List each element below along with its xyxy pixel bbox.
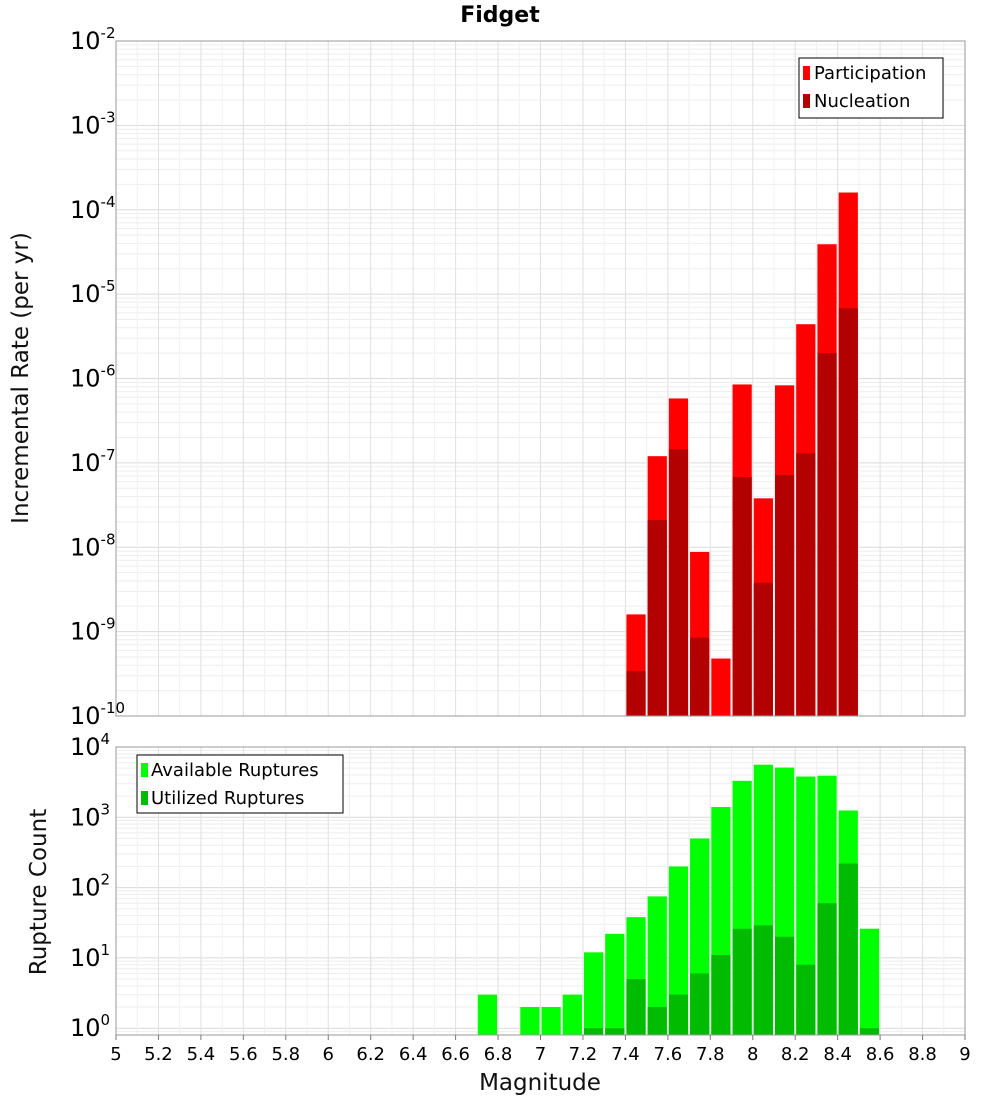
rate-plot-border [115, 40, 966, 717]
rupture-count-plot-y-axis-label: Rupture Count [26, 809, 52, 975]
x-tick-label: 8 [747, 1044, 758, 1065]
x-tick-label: 6 [323, 1044, 334, 1065]
y-tick-label: 103 [70, 800, 110, 831]
rupture-count-bar-series2 [817, 903, 837, 1035]
rate-plot-y-ticks: 10-10 10-9 10-8 10-7 10-6 10-5 10-4 10-3 10-2 [70, 24, 125, 730]
rate-bar-series2 [668, 449, 689, 716]
x-tick-label: 8.8 [908, 1044, 937, 1065]
legend-box [798, 57, 944, 119]
rate-bar-series2 [817, 353, 837, 716]
x-tick-label: 7.6 [654, 1044, 683, 1065]
rupture-count-bar-series2 [711, 954, 731, 1035]
legend-swatch-available [141, 763, 148, 777]
rupture-count-bar-series2 [859, 1028, 880, 1035]
rupture-count-bar-series1 [859, 928, 880, 1035]
x-tick-label: 7.2 [569, 1044, 598, 1065]
rupture-count-plot: 100 101 102 103 104 5 5.2 5.4 5.6 5.8 6 6.2 6.4 6.6 6… [26, 730, 971, 1096]
rupture-count-bar-series1 [583, 952, 604, 1035]
y-tick-label: 10-9 [70, 615, 116, 646]
rupture-count-bar-series2 [647, 1007, 667, 1035]
x-tick-label: 8.6 [866, 1044, 895, 1065]
y-tick-label: 10-7 [70, 446, 116, 477]
rupture-count-bar-series1 [541, 1007, 561, 1035]
rupture-count-bar-series2 [583, 1028, 604, 1035]
x-tick-label: 7.4 [611, 1044, 640, 1065]
rate-plot-legend: Participation Nucleation [798, 57, 944, 119]
x-tick-label: 8.4 [823, 1044, 852, 1065]
legend-box [136, 754, 344, 814]
legend-swatch-utilized [141, 791, 148, 805]
rupture-count-bar-series1 [520, 1007, 540, 1035]
rate-bar-series2 [647, 520, 667, 716]
x-tick-label: 9 [959, 1044, 970, 1065]
rupture-count-bar-series1 [477, 994, 498, 1035]
x-tick-label: 5.4 [187, 1044, 216, 1065]
y-tick-label: 104 [70, 730, 110, 761]
x-tick-label: 7.8 [696, 1044, 725, 1065]
legend-swatch-participation [803, 66, 810, 80]
y-tick-label: 102 [70, 871, 110, 902]
rupture-count-bar-series1 [562, 994, 582, 1035]
rupture-count-bar-series2 [796, 964, 816, 1035]
rate-bar-series1 [711, 658, 731, 716]
x-axis-label: Magnitude [479, 1070, 601, 1096]
legend-label-available: Available Ruptures [151, 760, 319, 781]
rupture-count-bar-series2 [732, 928, 752, 1035]
rupture-count-bar-series1 [668, 866, 689, 1035]
rate-plot: 10-10 10-9 10-8 10-7 10-6 10-5 10-4 10-3 10-2 In… [8, 24, 966, 730]
rupture-count-bar-series2 [626, 979, 646, 1035]
legend-swatch-nucleation [803, 94, 810, 108]
rate-bar-series2 [774, 474, 795, 716]
y-tick-label: 10-5 [70, 277, 116, 308]
rupture-count-plot-y-ticks: 100 101 102 103 104 [70, 730, 110, 1042]
rate-plot-grid [115, 41, 966, 717]
rate-bar-series2 [838, 308, 858, 716]
y-tick-label: 10-3 [70, 108, 116, 139]
rupture-count-bar-series2 [690, 973, 710, 1035]
rate-bar-series2 [690, 637, 710, 716]
legend-label-nucleation: Nucleation [814, 91, 910, 112]
y-tick-label: 100 [70, 1011, 110, 1042]
rupture-count-bar-series1 [605, 933, 625, 1035]
rate-plot-bars [626, 192, 858, 717]
x-tick-label: 5.2 [144, 1044, 173, 1065]
chart-title: Fidget [460, 3, 540, 28]
x-tick-label: 6.6 [441, 1044, 470, 1065]
rupture-count-bar-series2 [605, 1028, 625, 1035]
y-tick-label: 10-10 [70, 699, 125, 730]
rupture-count-plot-bars [477, 764, 880, 1035]
x-tick-label: 5.6 [229, 1044, 258, 1065]
y-tick-label: 10-6 [70, 362, 116, 393]
x-tick-label: 5.8 [271, 1044, 300, 1065]
rupture-count-bar-series2 [838, 863, 858, 1035]
x-tick-label: 6.2 [356, 1044, 385, 1065]
rate-bar-series2 [753, 582, 773, 716]
rupture-count-plot-legend: Available Ruptures Utilized Ruptures [136, 754, 344, 814]
x-tick-label: 6.8 [484, 1044, 513, 1065]
rate-bar-series2 [732, 477, 752, 716]
x-tick-label: 7 [535, 1044, 546, 1065]
rate-bar-series2 [796, 453, 816, 716]
y-tick-label: 10-2 [70, 24, 116, 55]
rate-plot-y-axis-label: Incremental Rate (per yr) [8, 232, 34, 524]
y-tick-label: 10-8 [70, 530, 116, 561]
y-tick-label: 10-4 [70, 193, 116, 224]
x-tick-label: 8.2 [781, 1044, 810, 1065]
y-tick-label: 101 [70, 941, 110, 972]
legend-label-participation: Participation [814, 63, 926, 84]
rupture-count-bar-series2 [668, 994, 689, 1035]
x-tick-label: 5 [110, 1044, 121, 1065]
rate-bar-series2 [626, 671, 646, 716]
rupture-count-bar-series2 [753, 925, 773, 1035]
legend-label-utilized: Utilized Ruptures [151, 788, 304, 809]
rupture-count-bar-series2 [774, 936, 795, 1035]
rupture-count-bar-series1 [647, 896, 667, 1035]
x-tick-label: 6.4 [399, 1044, 428, 1065]
x-axis-ticks: 5 5.2 5.4 5.6 5.8 6 6.2 6.4 6.6 6.8 7 7.2 7.4 7.6 7.8 8… [110, 1035, 971, 1065]
